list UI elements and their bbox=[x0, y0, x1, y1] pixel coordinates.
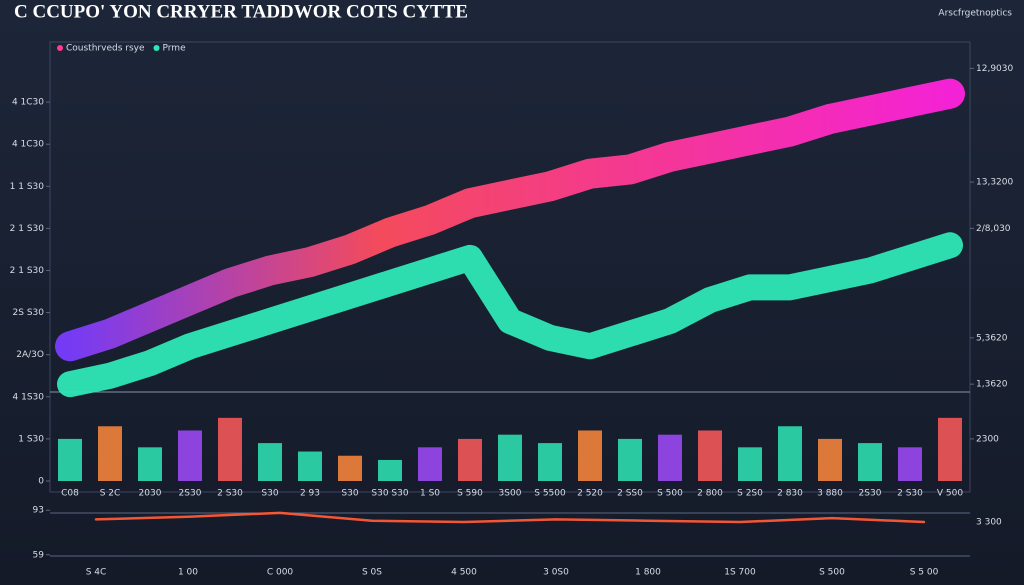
x-tick-label: 1 00 bbox=[178, 568, 198, 578]
y2-tick-label: 2300 bbox=[976, 434, 999, 444]
x-tick-label: S30 bbox=[261, 489, 278, 499]
series-line bbox=[94, 511, 926, 524]
bar bbox=[578, 430, 602, 481]
bar bbox=[338, 455, 362, 481]
y-tick-label: 2 1 S30 bbox=[10, 224, 45, 234]
bar bbox=[218, 417, 242, 481]
series-line bbox=[57, 232, 963, 398]
bar bbox=[738, 447, 762, 481]
y2-tick-label: 5,3620 bbox=[976, 333, 1008, 343]
bar bbox=[778, 426, 802, 481]
bar bbox=[858, 443, 882, 481]
y-tick-label: 93 bbox=[33, 506, 44, 516]
legend-swatch bbox=[153, 45, 160, 51]
x-tick-label: 2 S30 bbox=[897, 489, 923, 499]
x-tick-label: S30 bbox=[341, 489, 358, 499]
x-tick-label: 2 93 bbox=[300, 489, 320, 499]
y-tick-label: 4 1S30 bbox=[13, 392, 45, 402]
y2-tick-label: 13,3200 bbox=[976, 178, 1013, 188]
y-tick-label: 4 1C30 bbox=[12, 140, 44, 150]
bar bbox=[498, 434, 522, 481]
y-tick-label: 1 1 S30 bbox=[10, 182, 45, 192]
bar bbox=[698, 430, 722, 481]
x-tick-label: 1 800 bbox=[635, 568, 661, 578]
y-tick-label: 2S S30 bbox=[13, 308, 45, 318]
bar bbox=[458, 438, 482, 481]
x-tick-label: S 4C bbox=[86, 568, 107, 578]
bar bbox=[658, 434, 682, 481]
bar bbox=[178, 430, 202, 481]
bar bbox=[818, 438, 842, 481]
bar bbox=[418, 447, 442, 481]
y2-tick-label: 1,3620 bbox=[976, 380, 1008, 390]
y2-tick-label: 2/8,030 bbox=[976, 224, 1011, 234]
x-tick-label: S 5 00 bbox=[910, 568, 939, 578]
x-tick-label: 2 800 bbox=[697, 489, 723, 499]
x-tick-label: S 500 bbox=[819, 568, 845, 578]
legend-label: Cousthrveds rsye bbox=[66, 44, 145, 54]
x-tick-label: 4 500 bbox=[451, 568, 477, 578]
y-tick-label: 2 1 S30 bbox=[10, 266, 45, 276]
y-tick-label: 2A/3O bbox=[16, 350, 44, 360]
x-tick-label: 2S30 bbox=[179, 489, 202, 499]
x-tick-label: 2 520 bbox=[577, 489, 603, 499]
bar bbox=[378, 459, 402, 481]
bar bbox=[538, 443, 562, 481]
bar bbox=[938, 417, 962, 481]
x-tick-label: 2 830 bbox=[777, 489, 803, 499]
x-tick-label: 3 0S0 bbox=[543, 568, 569, 578]
x-tick-label: 3 880 bbox=[817, 489, 843, 499]
bar bbox=[58, 438, 82, 481]
x-tick-label: 1S 700 bbox=[724, 568, 756, 578]
x-tick-label: 3S00 bbox=[499, 489, 522, 499]
chart-title: C CCUPO' YON CRRYER TADDWOR COTS CYTTE bbox=[14, 1, 468, 22]
x-tick-label: S 2C bbox=[100, 489, 121, 499]
legend-label: Prme bbox=[163, 44, 187, 54]
x-tick-label: V 500 bbox=[937, 489, 963, 499]
subtitle: Arscfrgetnoptics bbox=[938, 9, 1012, 19]
series-line bbox=[55, 78, 965, 362]
y-tick-label: 1 S30 bbox=[18, 434, 44, 444]
y-tick-label: 0 bbox=[38, 477, 44, 487]
bar bbox=[618, 438, 642, 481]
x-tick-label: 2 S30 bbox=[217, 489, 243, 499]
legend-swatch bbox=[57, 45, 63, 51]
bar bbox=[98, 426, 122, 481]
x-tick-label: C 000 bbox=[267, 568, 294, 578]
bar bbox=[258, 443, 282, 481]
bar bbox=[898, 447, 922, 481]
series-label: 3 300 bbox=[976, 518, 1002, 528]
x-tick-label: S 5500 bbox=[534, 489, 566, 499]
y-tick-label: 59 bbox=[33, 550, 45, 560]
bar bbox=[298, 451, 322, 481]
y2-tick-label: 12,9030 bbox=[976, 64, 1013, 74]
bar bbox=[138, 447, 162, 481]
y-tick-label: 4 1C30 bbox=[12, 98, 44, 108]
x-tick-label: S 0S bbox=[362, 568, 382, 578]
x-tick-label: S 590 bbox=[457, 489, 483, 499]
x-tick-label: 2S30 bbox=[859, 489, 882, 499]
x-tick-label: 1 S0 bbox=[420, 489, 440, 499]
x-tick-label: C08 bbox=[61, 489, 79, 499]
x-tick-label: S30 S30 bbox=[371, 489, 408, 499]
x-tick-label: 2 SS0 bbox=[617, 489, 643, 499]
x-tick-label: S 500 bbox=[657, 489, 683, 499]
x-tick-label: S 2S0 bbox=[737, 489, 763, 499]
x-tick-label: 2030 bbox=[139, 489, 162, 499]
plot-frame bbox=[49, 41, 971, 493]
